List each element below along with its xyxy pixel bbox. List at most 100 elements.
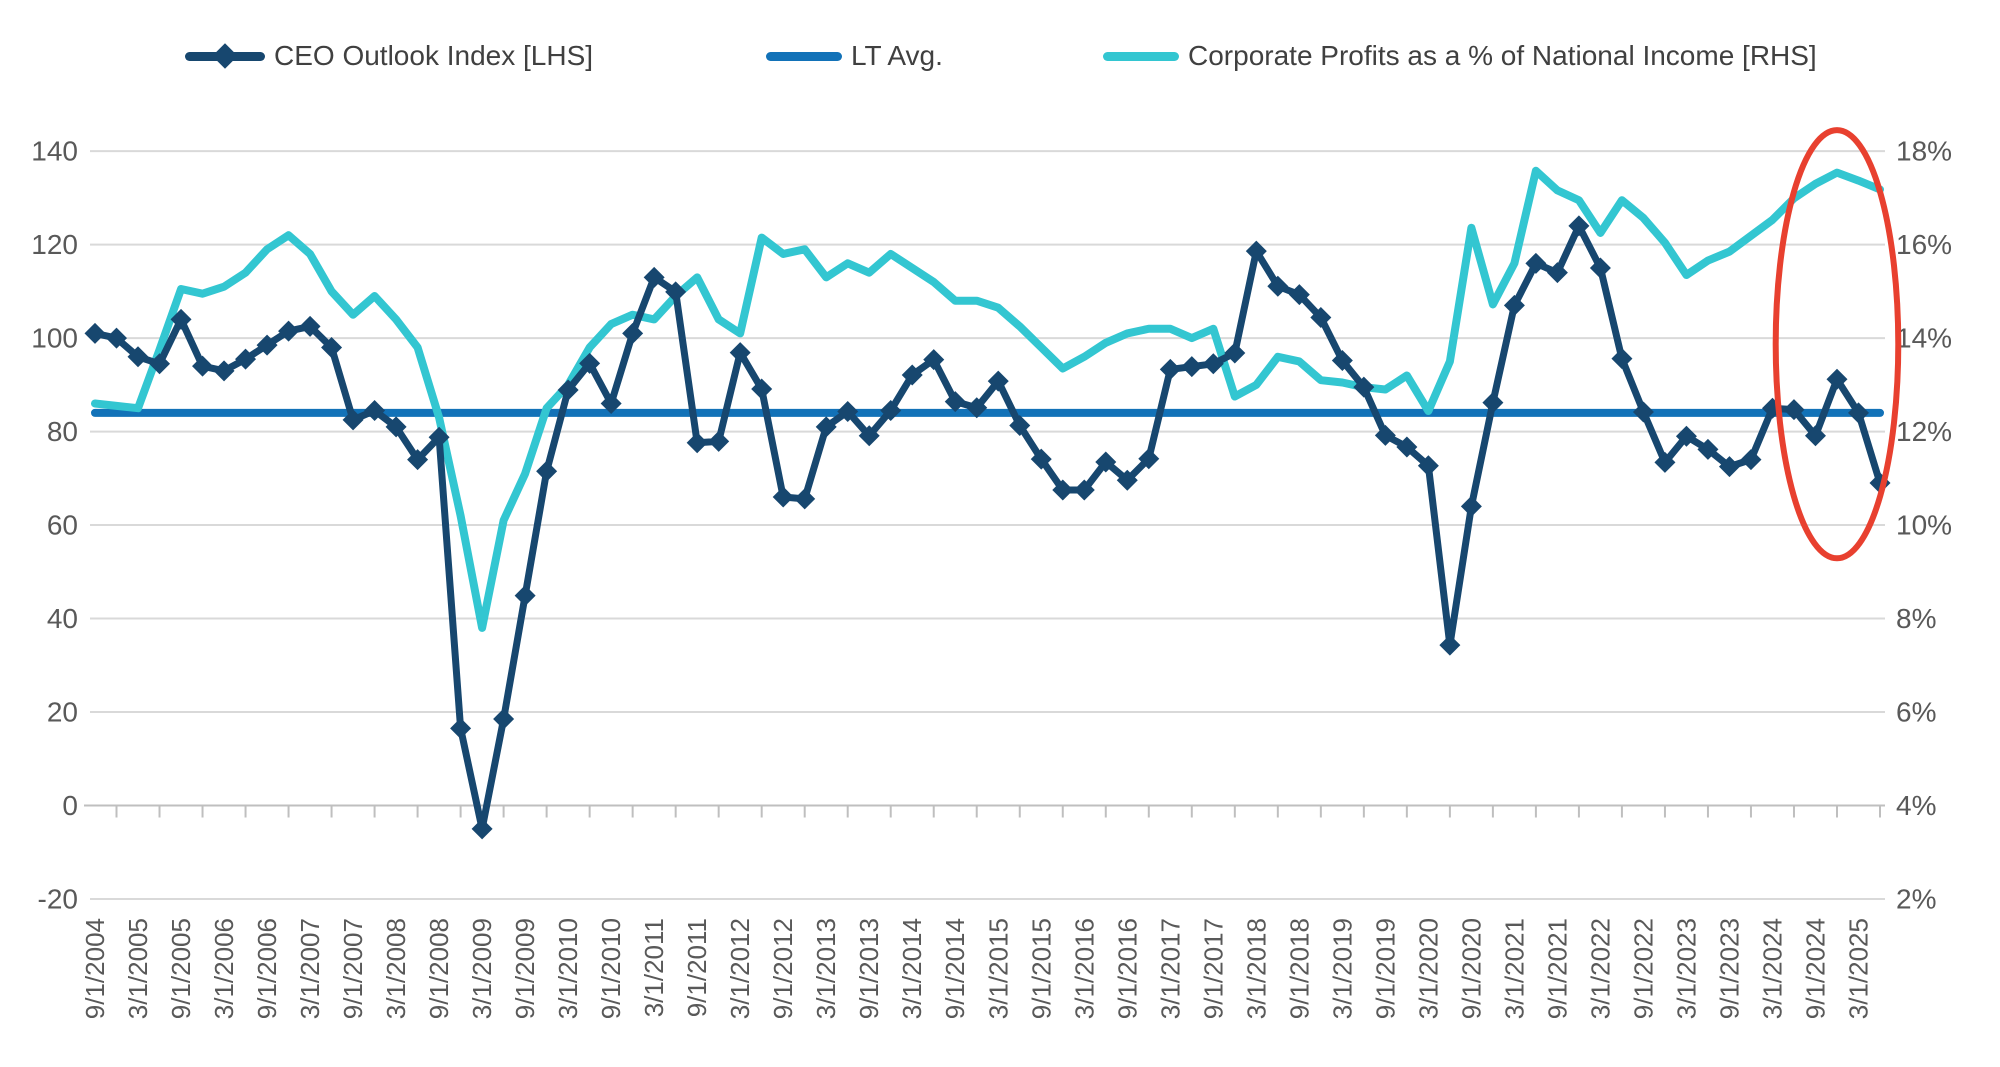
- x-axis-date-label: 3/1/2020: [1413, 918, 1443, 1019]
- ceo-diamond-marker: [428, 426, 450, 448]
- ceo-diamond-marker: [987, 370, 1009, 392]
- ceo-diamond-marker: [1245, 240, 1267, 262]
- x-axis-date-label: 3/1/2010: [553, 918, 583, 1019]
- ceo-diamond-marker: [536, 460, 558, 482]
- x-axis-date-label: 9/1/2023: [1714, 918, 1744, 1019]
- ceo-diamond-marker: [1331, 350, 1353, 372]
- x-axis-date-label: 9/1/2008: [424, 918, 454, 1019]
- ceo-diamond-marker: [1804, 425, 1826, 447]
- ceo-diamond-marker: [170, 308, 192, 330]
- x-axis-date-label: 9/1/2017: [1198, 918, 1228, 1019]
- ceo-diamond-marker: [665, 281, 687, 303]
- x-axis-date-label: 3/1/2018: [1241, 918, 1271, 1019]
- ceo-diamond-marker: [1052, 479, 1074, 501]
- x-axis-date-label: 3/1/2007: [295, 918, 325, 1019]
- ceo-diamond-marker: [1503, 294, 1525, 316]
- ceo-diamond-marker: [235, 348, 257, 370]
- right-axis-tick-label: 8%: [1896, 603, 1936, 634]
- ceo-diamond-marker: [278, 320, 300, 342]
- ceo-diamond-marker: [1417, 455, 1439, 477]
- ceo-diamond-marker: [1396, 436, 1418, 458]
- ceo-diamond-marker: [1847, 402, 1869, 424]
- corporate-profits-line: [91, 166, 1884, 632]
- chart-legend: CEO Outlook Index [LHS] LT Avg. Corporat…: [0, 40, 2000, 76]
- ceo-diamond-marker: [1224, 342, 1246, 364]
- right-axis-tick-label: 4%: [1896, 790, 1936, 821]
- left-axis-tick-label: 140: [31, 136, 78, 167]
- left-axis-tick-label: 80: [47, 416, 78, 447]
- profits-line-swatch-icon: [1103, 51, 1179, 61]
- ceo-diamond-marker: [579, 352, 601, 374]
- ceo-diamond-marker: [729, 342, 751, 364]
- ceo-diamond-marker: [1073, 479, 1095, 501]
- x-axis-date-label: 3/1/2015: [983, 918, 1013, 1019]
- x-axis-date-label: 3/1/2019: [1327, 918, 1357, 1019]
- ceo-diamond-marker: [127, 346, 149, 368]
- right-axis-tick-label: 18%: [1896, 136, 1952, 167]
- ceo-diamond-marker: [1439, 634, 1461, 656]
- ceo-diamond-marker: [1546, 262, 1568, 284]
- ceo-diamond-marker: [1740, 449, 1762, 471]
- ceo-diamond-marker: [407, 449, 429, 471]
- x-axis-date-label: 9/1/2024: [1800, 918, 1830, 1019]
- ceo-diamond-marker: [493, 708, 515, 730]
- ceo-diamond-marker: [901, 364, 923, 386]
- ceo-diamond-marker: [364, 400, 386, 422]
- x-axis-date-label: 9/1/2016: [1112, 918, 1142, 1019]
- ceo-diamond-marker: [385, 416, 407, 438]
- ceo-diamond-marker: [1460, 495, 1482, 517]
- x-axis-date-label: 3/1/2022: [1585, 918, 1615, 1019]
- ceo-diamond-marker: [815, 416, 837, 438]
- ceo-diamond-marker: [1030, 448, 1052, 470]
- legend-label: Corporate Profits as a % of National Inc…: [1188, 40, 1817, 71]
- ceo-diamond-marker: [1826, 368, 1848, 390]
- ceo-diamond-marker: [213, 360, 235, 382]
- x-axis-date-label: 3/1/2011: [639, 918, 669, 1017]
- x-axis-date-label: 3/1/2023: [1671, 918, 1701, 1019]
- ceo-diamond-marker: [1589, 257, 1611, 279]
- ceo-diamond-marker: [1568, 215, 1590, 237]
- legend-item-ceo-outlook: CEO Outlook Index [LHS]: [185, 40, 593, 72]
- x-axis-date-label: 3/1/2017: [1155, 918, 1185, 1019]
- ceo-diamond-marker: [794, 488, 816, 510]
- x-axis-date-label: 3/1/2014: [897, 918, 927, 1019]
- ceo-diamond-marker: [1159, 358, 1181, 380]
- right-axis-tick-label: 12%: [1896, 416, 1952, 447]
- ceo-line-swatch-icon: [185, 43, 265, 69]
- ceo-diamond-marker: [1675, 425, 1697, 447]
- ceo-diamond-marker: [1374, 424, 1396, 446]
- ceo-diamond-marker: [84, 322, 106, 344]
- ceo-diamond-marker: [514, 585, 536, 607]
- ceo-diamond-marker: [149, 353, 171, 375]
- ceo-diamond-marker: [557, 379, 579, 401]
- ceo-diamond-marker: [321, 336, 343, 358]
- ceo-diamond-marker: [751, 378, 773, 400]
- left-axis-tick-label: 40: [47, 603, 78, 634]
- left-axis-tick-label: 20: [47, 697, 78, 728]
- ceo-diamond-marker: [1353, 376, 1375, 398]
- x-axis-date-label: 3/1/2005: [123, 918, 153, 1019]
- ceo-diamond-marker: [1009, 415, 1031, 437]
- ceo-diamond-marker: [256, 334, 278, 356]
- x-axis-date-label: 9/1/2022: [1628, 918, 1658, 1019]
- ceo-diamond-marker: [944, 391, 966, 413]
- ceo-diamond-marker: [858, 425, 880, 447]
- ceo-diamond-marker: [1202, 353, 1224, 375]
- x-axis-date-label: 9/1/2011: [682, 918, 712, 1017]
- ceo-diamond-marker: [1632, 401, 1654, 423]
- ceo-diamond-marker: [1718, 456, 1740, 478]
- ceo-diamond-marker: [643, 266, 665, 288]
- ceo-outlook-line: [91, 222, 1884, 833]
- right-axis-tick-label: 6%: [1896, 697, 1936, 728]
- ceo-diamond-marker: [837, 400, 859, 422]
- x-axis-date-label: 9/1/2019: [1370, 918, 1400, 1019]
- x-axis-date-label: 9/1/2021: [1542, 918, 1572, 1019]
- ceo-diamond-marker: [966, 397, 988, 419]
- x-axis-date-label: 3/1/2012: [725, 918, 755, 1019]
- ceo-diamond-marker: [880, 400, 902, 422]
- x-axis-date-label: 9/1/2012: [768, 918, 798, 1019]
- ceo-diamond-marker: [1267, 275, 1289, 297]
- x-axis-date-label: 3/1/2016: [1069, 918, 1099, 1019]
